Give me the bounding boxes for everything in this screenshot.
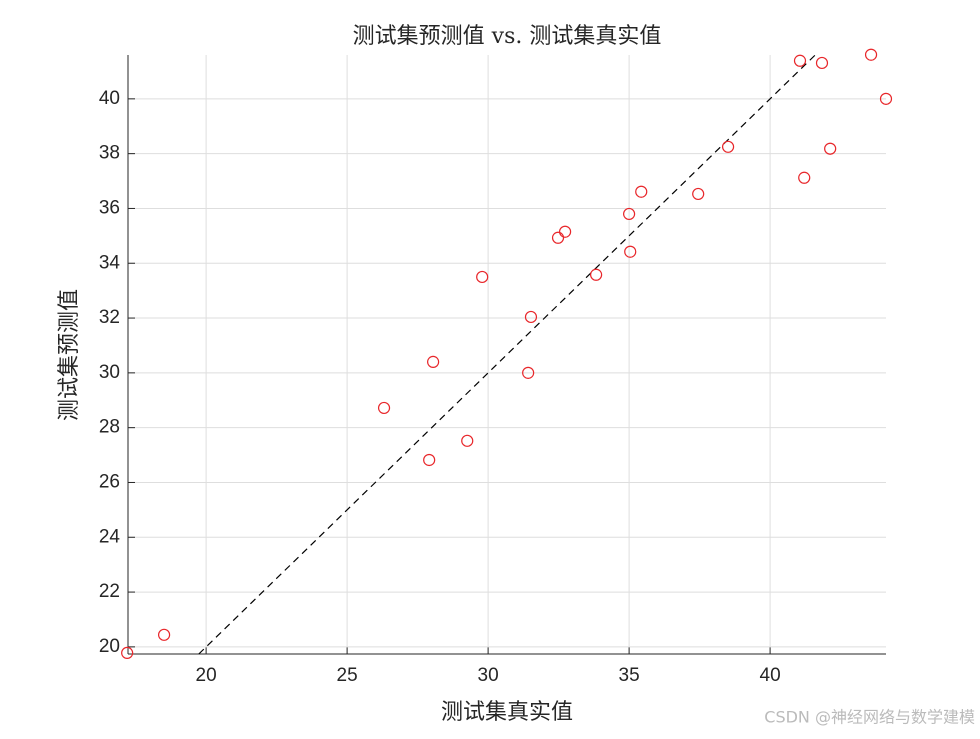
x-axis-label: 测试集真实值 <box>441 700 573 725</box>
x-tick-label: 35 <box>619 665 640 686</box>
y-tick-label: 36 <box>99 197 120 218</box>
y-tick-label: 38 <box>99 143 120 164</box>
y-tick-label: 28 <box>99 417 120 438</box>
point <box>721 140 735 153</box>
watermark: CSDN @神经网络与数学建模 <box>764 708 975 727</box>
chart-title: 测试集预测值 vs. 测试集真实值 <box>353 24 662 49</box>
point <box>476 270 489 284</box>
point <box>623 207 636 221</box>
point <box>461 434 474 447</box>
point <box>879 92 893 105</box>
y-tick-label: 40 <box>99 88 120 109</box>
point <box>377 401 391 415</box>
point <box>624 245 637 258</box>
y-tick-label: 20 <box>99 636 120 657</box>
point <box>864 48 878 61</box>
point <box>121 646 134 660</box>
x-tick-label: 20 <box>196 665 217 686</box>
y-tick-label: 30 <box>99 362 120 383</box>
y-tick-label: 26 <box>99 471 120 492</box>
x-tick-label: 25 <box>337 665 358 686</box>
point <box>824 142 837 155</box>
x-tick-label: 40 <box>760 665 781 686</box>
point <box>423 453 436 467</box>
y-axis-label: 测试集预测值 <box>57 289 82 421</box>
x-tick-label: 30 <box>478 665 499 686</box>
point <box>522 366 535 379</box>
point <box>427 355 440 368</box>
point <box>815 56 829 70</box>
point <box>798 171 811 184</box>
point <box>793 54 807 67</box>
point <box>551 231 565 244</box>
point <box>524 310 538 324</box>
point <box>558 225 572 238</box>
point <box>692 187 705 201</box>
y-tick-label: 32 <box>99 307 120 328</box>
point <box>157 628 171 641</box>
point <box>590 268 603 281</box>
y-tick-label: 22 <box>99 581 120 602</box>
y-tick-label: 24 <box>99 526 121 547</box>
y-tick-label: 34 <box>99 252 121 273</box>
point <box>635 185 648 198</box>
